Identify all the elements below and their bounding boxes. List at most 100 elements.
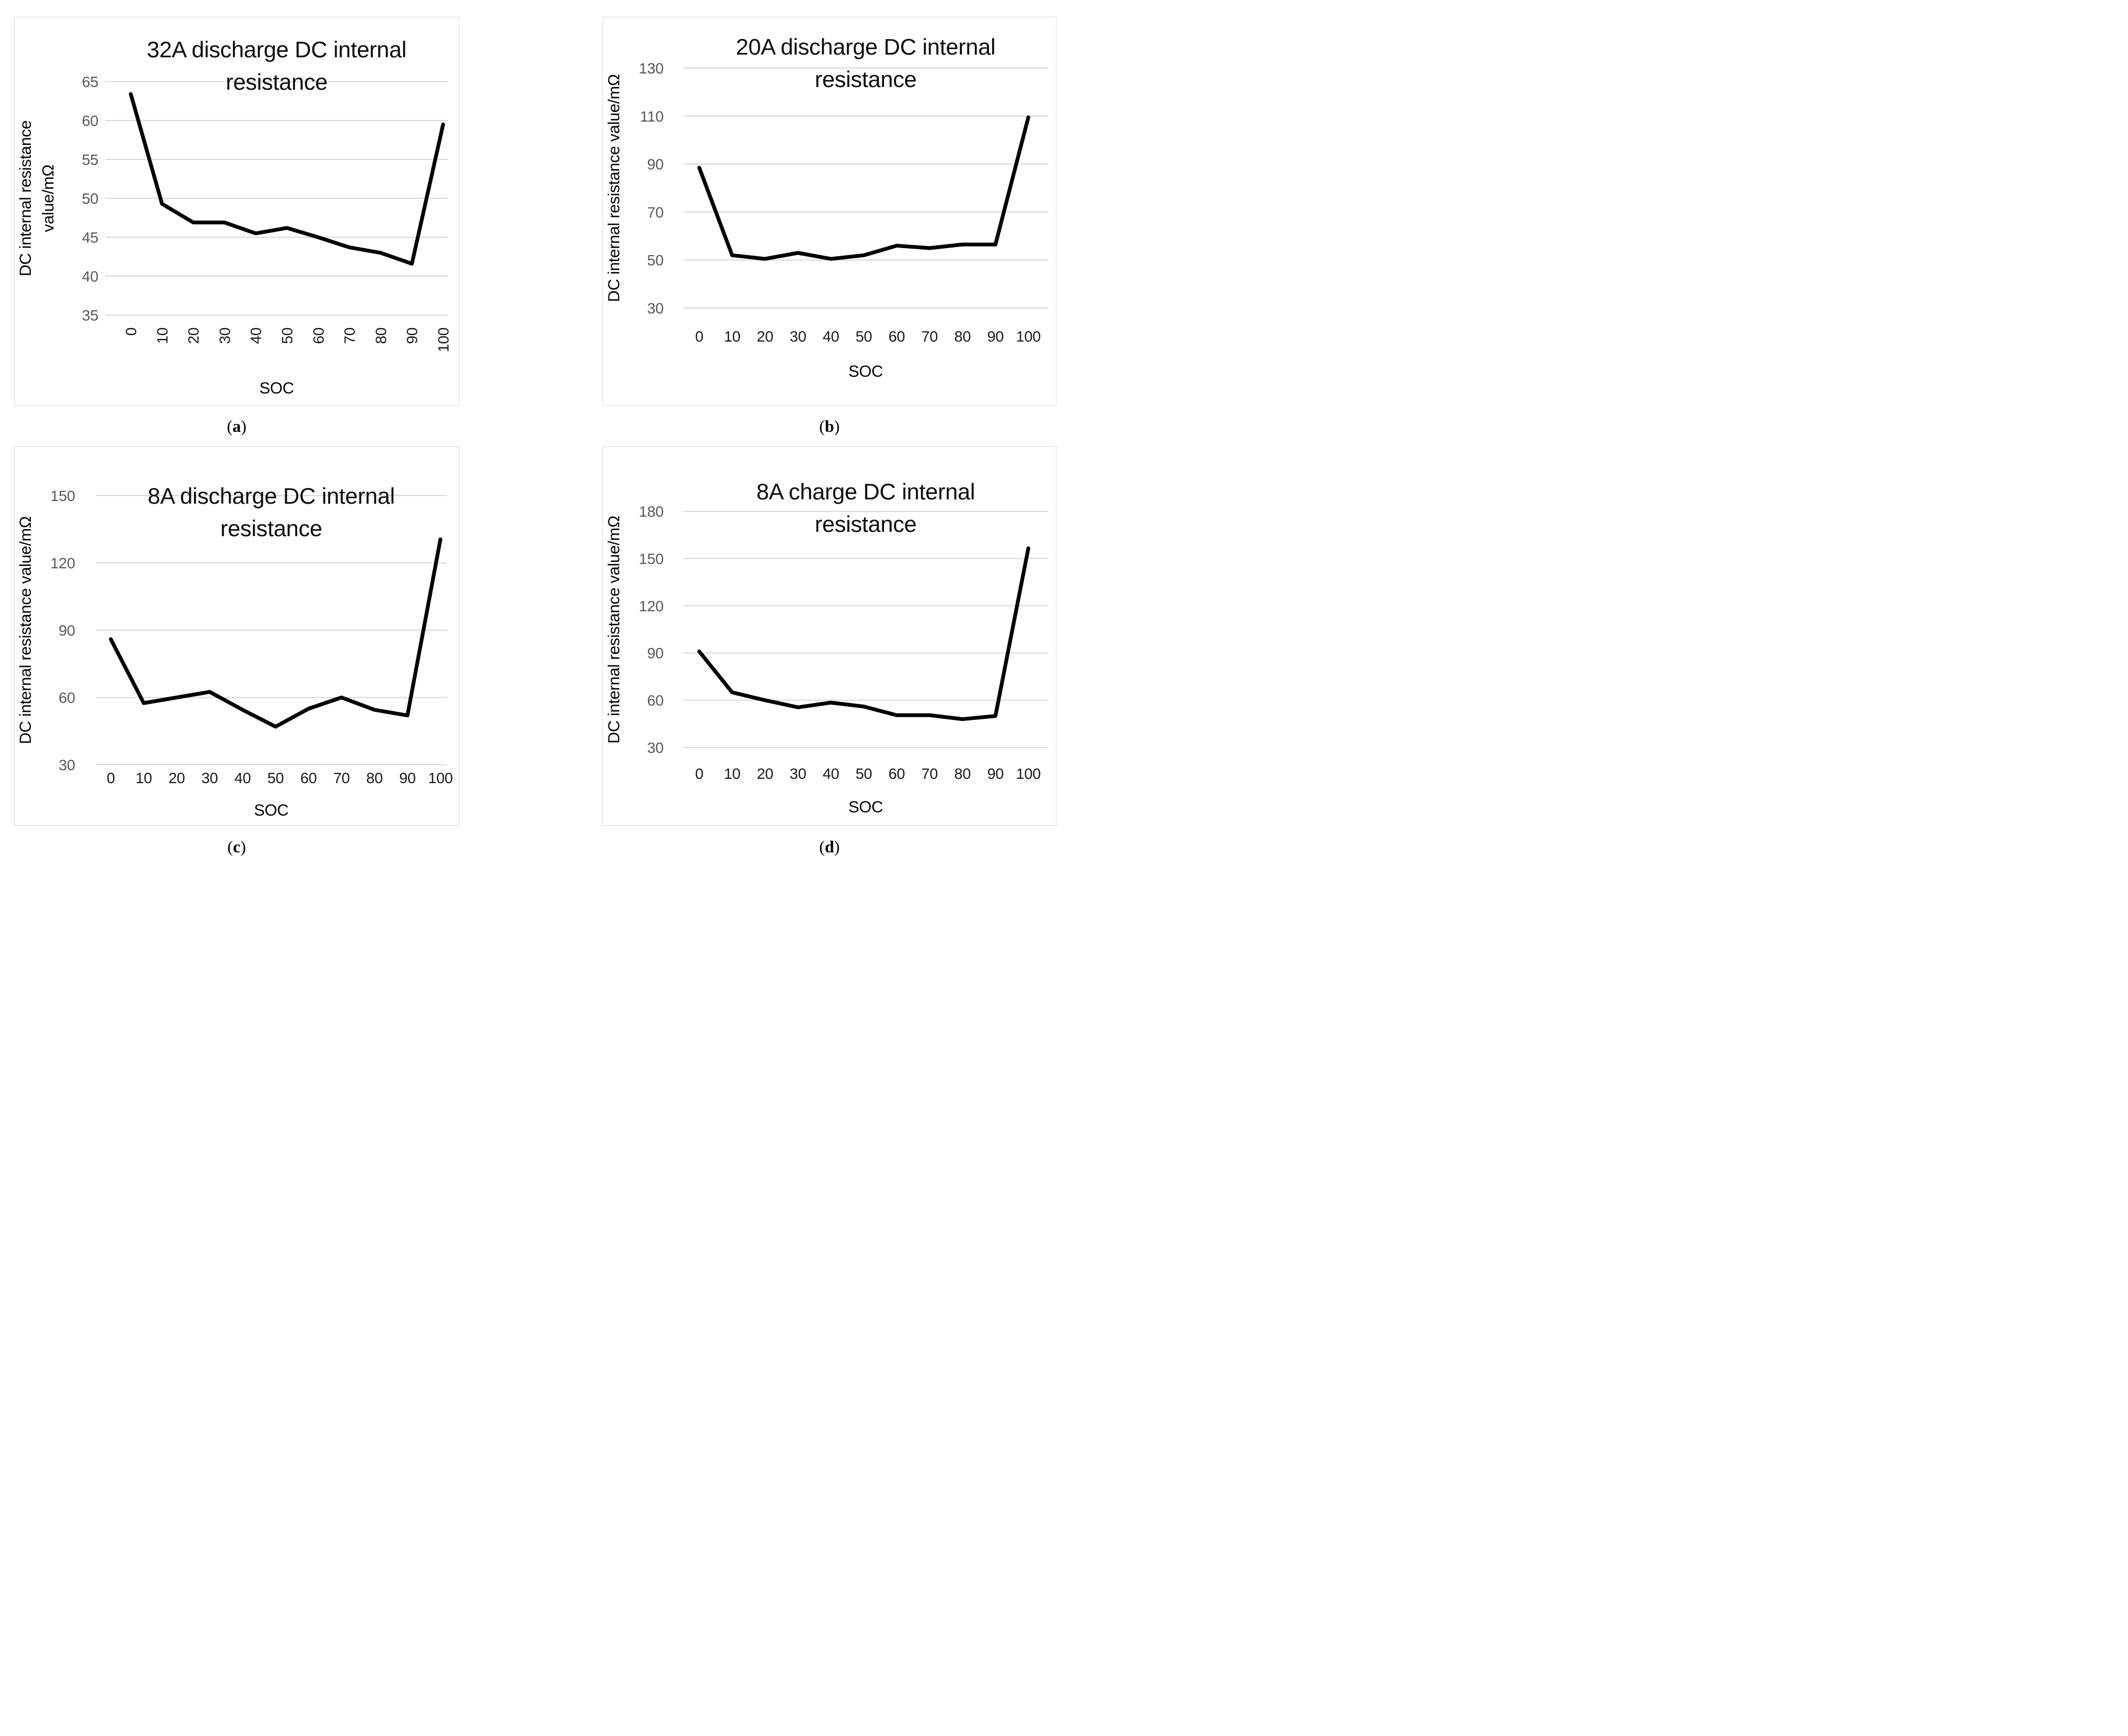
x-tick-label: 20 — [757, 765, 774, 782]
data-line — [109, 537, 443, 729]
y-tick-label: 60 — [647, 692, 664, 709]
y-tick-label: 90 — [647, 645, 664, 662]
y-tick-label: 70 — [647, 204, 664, 221]
chart-panel-a: 35 40 45 50 55 60 65 0 10 20 30 40 50 60 70 80 90 100 DC i… — [14, 17, 459, 406]
y-tick-label: 150 — [50, 488, 75, 504]
caption-a-open: ( — [226, 416, 233, 436]
x-tick-label: 30 — [789, 765, 806, 782]
caption-c: (c) — [14, 826, 459, 868]
y-tick-label: 90 — [58, 622, 75, 639]
y-tick-label: 35 — [82, 307, 98, 324]
x-tick-label: 0 — [106, 770, 115, 786]
caption-c-open: ( — [227, 837, 233, 856]
x-tick-label: 20 — [185, 328, 202, 344]
x-axis-title: SOC — [259, 379, 294, 397]
y-tick-label: 120 — [639, 598, 664, 615]
chart-title-line: 20A discharge DC internal — [736, 34, 995, 59]
x-tick-label: 40 — [247, 328, 264, 344]
y-tick-label: 50 — [82, 190, 98, 207]
chart-title-line: resistance — [815, 511, 916, 537]
x-tick-label: 0 — [123, 328, 139, 336]
x-tick-label: 90 — [987, 765, 1004, 782]
x-tick-label: 10 — [724, 328, 741, 345]
caption-c-letter: c — [233, 837, 240, 856]
caption-b: (b) — [603, 406, 1056, 446]
x-tick-label: 60 — [888, 765, 905, 782]
x-tick-label: 80 — [954, 765, 971, 782]
figure-grid: 35 40 45 50 55 60 65 0 10 20 30 40 50 60 70 80 90 100 DC i… — [14, 17, 1064, 868]
x-tick-label: 90 — [987, 328, 1004, 345]
y-tick-label: 60 — [58, 690, 75, 706]
y-axis-title: DC internal resistance — [17, 121, 35, 277]
y-tick-label: 60 — [82, 112, 98, 129]
caption-d: (d) — [603, 826, 1056, 868]
y-tick-label: 55 — [82, 151, 98, 168]
x-tick-label: 50 — [855, 765, 872, 782]
x-tick-label: 50 — [267, 770, 284, 786]
x-tick-label: 10 — [724, 765, 741, 782]
x-tick-label: 100 — [428, 770, 453, 786]
figure-page: 35 40 45 50 55 60 65 0 10 20 30 40 50 60 70 80 90 100 DC i… — [0, 0, 1064, 868]
caption-a-letter: a — [232, 416, 241, 436]
x-tick-label: 60 — [888, 328, 905, 345]
x-tick-label: 0 — [695, 765, 703, 782]
x-axis-title: SOC — [848, 798, 883, 816]
data-line — [697, 115, 1030, 261]
caption-b-letter: b — [825, 416, 834, 436]
x-tick-label: 30 — [216, 328, 233, 344]
line-chart-8a-charge: 30 60 90 120 150 180 0 10 20 30 40 50 60 70 80 90 100 DC … — [605, 479, 1048, 816]
y-tick-label: 30 — [647, 300, 664, 317]
x-tick-label: 100 — [1016, 328, 1041, 345]
data-line — [697, 546, 1030, 722]
x-tick-label: 10 — [154, 328, 171, 344]
y-tick-label: 40 — [82, 268, 98, 285]
x-tick-label: 100 — [435, 328, 452, 352]
x-tick-label: 40 — [822, 765, 839, 782]
x-tick-label: 70 — [342, 328, 358, 344]
chart-title-line: 32A discharge DC internal — [147, 37, 406, 62]
y-tick-label: 180 — [639, 503, 664, 520]
x-tick-label: 40 — [822, 328, 839, 345]
data-line — [129, 92, 445, 266]
caption-d-letter: d — [825, 837, 834, 856]
caption-a: (a) — [14, 406, 459, 446]
chart-panel-d: 30 60 90 120 150 180 0 10 20 30 40 50 60 70 80 90 100 DC … — [603, 446, 1056, 826]
x-tick-label: 70 — [333, 770, 350, 786]
line-chart-32a-discharge: 35 40 45 50 55 60 65 0 10 20 30 40 50 60 70 80 90 100 DC i… — [17, 37, 452, 397]
y-tick-label: 130 — [639, 60, 664, 77]
x-tick-label: 10 — [136, 770, 152, 786]
x-tick-label: 70 — [921, 328, 938, 345]
y-tick-label: 65 — [82, 74, 98, 90]
x-tick-label: 80 — [954, 328, 971, 345]
x-axis-title: SOC — [848, 363, 883, 380]
y-tick-label: 110 — [640, 108, 664, 125]
x-tick-label: 50 — [279, 328, 296, 344]
caption-c-close: ) — [240, 837, 246, 856]
chart-panel-b: 30 50 70 90 110 130 0 10 20 30 40 50 60 70 80 90 100 DC i… — [603, 17, 1056, 406]
caption-b-open: ( — [819, 416, 825, 436]
x-tick-label: 40 — [235, 770, 251, 786]
x-tick-label: 60 — [310, 328, 327, 344]
chart-title-line: resistance — [220, 516, 322, 541]
x-axis-title: SOC — [254, 802, 289, 819]
chart-panel-c: 30 60 90 120 150 0 10 20 30 40 50 60 70 80 90 100 DC int… — [14, 446, 459, 826]
chart-title-line: 8A discharge DC internal — [148, 483, 394, 509]
x-tick-label: 60 — [300, 770, 317, 786]
y-tick-label: 120 — [50, 555, 75, 572]
caption-a-close: ) — [240, 416, 247, 436]
y-axis-title: DC internal resistance value/mΩ — [605, 516, 623, 744]
y-tick-label: 30 — [58, 757, 75, 773]
y-axis-title: DC internal resistance value/mΩ — [17, 516, 35, 744]
y-tick-label: 30 — [647, 739, 664, 756]
x-tick-label: 90 — [404, 328, 420, 344]
x-tick-label: 30 — [202, 770, 218, 786]
x-tick-label: 20 — [757, 328, 774, 345]
x-tick-label: 80 — [372, 328, 389, 344]
y-tick-label: 50 — [647, 252, 664, 269]
y-axis-title: DC internal resistance value/mΩ — [605, 74, 623, 302]
line-chart-8a-discharge: 30 60 90 120 150 0 10 20 30 40 50 60 70 80 90 100 DC int… — [17, 483, 453, 819]
y-tick-label: 45 — [82, 229, 98, 246]
y-axis-title: value/mΩ — [39, 164, 57, 232]
line-chart-20a-discharge: 30 50 70 90 110 130 0 10 20 30 40 50 60 70 80 90 100 DC i… — [605, 34, 1048, 380]
chart-title-line: 8A charge DC internal — [757, 479, 975, 504]
